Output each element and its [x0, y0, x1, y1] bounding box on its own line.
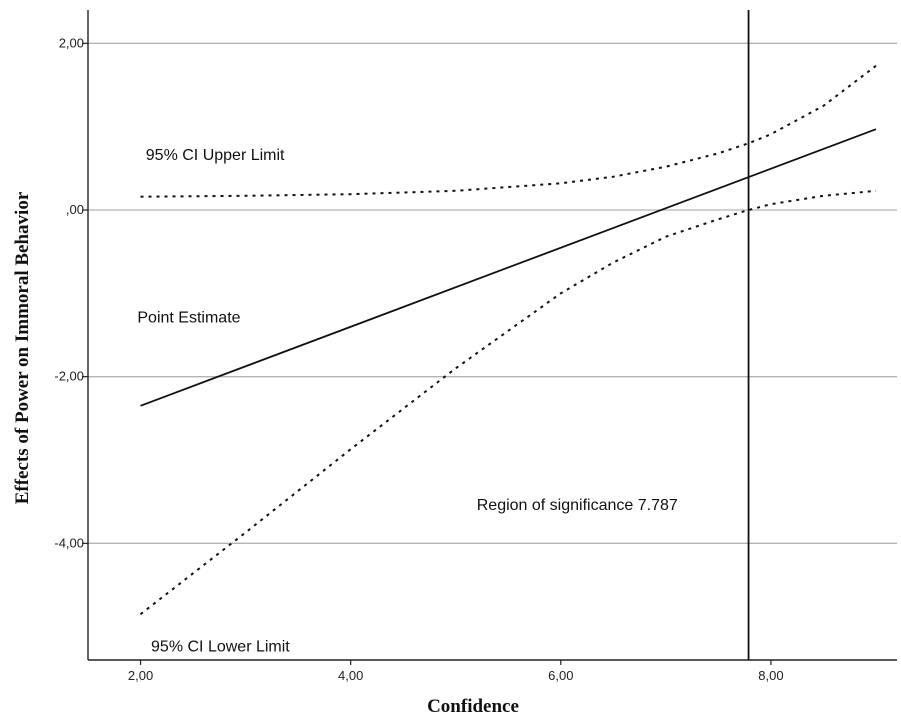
x-tick-label: 8,00 [758, 668, 783, 683]
chart-annotation: 95% CI Upper Limit [146, 147, 285, 164]
y-tick-label: -4,00 [54, 535, 84, 550]
y-tick-label: 2,00 [59, 35, 84, 50]
chart-annotation: Point Estimate [137, 310, 240, 327]
y-tick-label: -2,00 [54, 369, 84, 384]
series-line-95-ci-upper-limit [140, 65, 877, 198]
x-tick-label: 4,00 [338, 668, 363, 683]
chart-annotation: Region of significance 7.787 [477, 497, 678, 514]
ticks-layer: 2,00 ,00 -2,00 -4,00 2,00 4,00 6,00 8,00 [54, 35, 783, 683]
x-tick-label: 6,00 [548, 668, 573, 683]
axes-layer [87, 10, 897, 661]
series-layer [139, 65, 877, 615]
chart-annotation: 95% CI Lower Limit [151, 639, 290, 656]
series-line-95-ci-lower-limit [139, 189, 877, 615]
annotation-layer: 95% CI Upper Limit Point Estimate Region o… [137, 147, 677, 656]
y-tick-label: ,00 [66, 202, 84, 217]
grid-layer [88, 42, 897, 544]
x-axis-title: Confidence [427, 696, 519, 717]
y-axis-title: Effects of Power on Immoral Behavior [12, 191, 33, 504]
series-line-point-estimate [140, 128, 877, 407]
x-tick-label: 2,00 [128, 668, 153, 683]
